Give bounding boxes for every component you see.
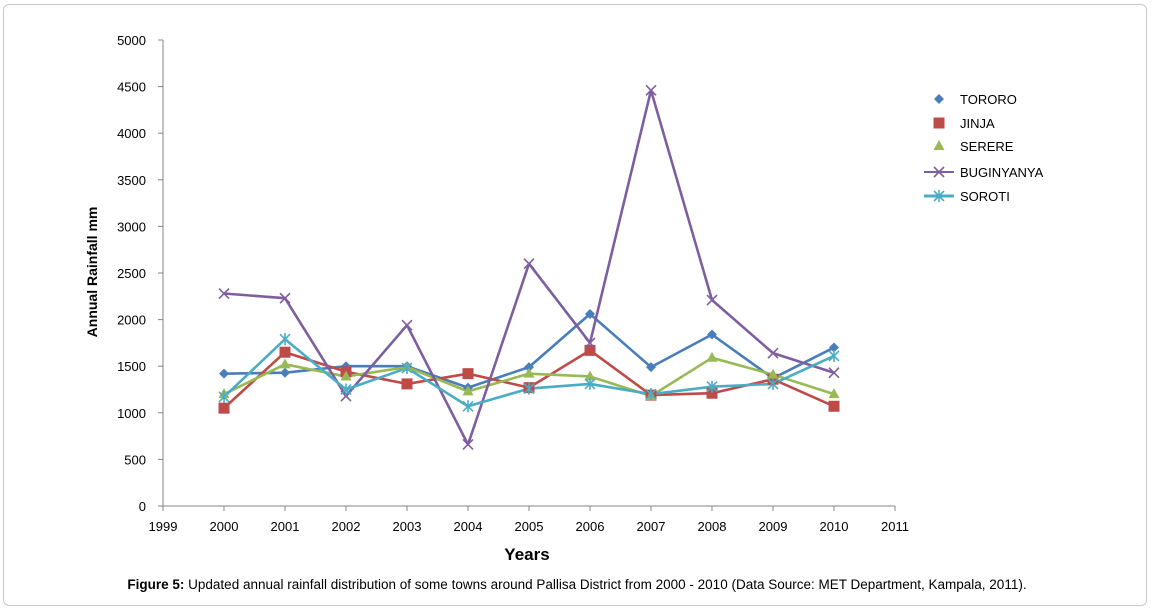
figure-caption-label: Figure 5:: [127, 577, 185, 592]
x-tick-label: 2008: [698, 519, 727, 534]
y-tick-label: 3500: [117, 173, 146, 188]
y-tick-labels: 0 500 1000 1500 2000 2500 3000 3500 4000 4500 5000: [117, 33, 146, 514]
data-point-soroti: [767, 377, 779, 390]
data-point-tororo: [585, 309, 595, 320]
data-point-soroti: [340, 383, 352, 396]
y-tick-label: 1500: [117, 359, 146, 374]
data-point-buginyanya: [218, 287, 230, 300]
data-point-jinja: [828, 400, 840, 412]
y-axis-title: Annual Rainfall mm: [84, 207, 100, 338]
x-tick-label: 2005: [515, 519, 544, 534]
x-tick-label: 2009: [759, 519, 788, 534]
legend-label-soroti: SOROTI: [960, 189, 1010, 204]
y-tick-label: 500: [124, 452, 146, 467]
series-markers: [218, 84, 840, 451]
y-tick-label: 4000: [117, 126, 146, 141]
data-point-jinja: [706, 387, 718, 399]
axes: [158, 39, 896, 511]
data-point-buginyanya: [767, 347, 779, 359]
data-point-buginyanya: [645, 84, 657, 96]
y-tick-label: 2500: [117, 266, 146, 281]
data-point-soroti: [462, 400, 474, 413]
data-point-jinja: [462, 368, 474, 380]
data-point-soroti: [706, 380, 718, 393]
data-point-serere: [767, 368, 779, 379]
data-point-serere: [279, 358, 291, 369]
data-point-buginyanya: [401, 319, 413, 331]
data-point-tororo: [219, 368, 229, 379]
data-point-tororo: [280, 367, 290, 378]
rainfall-line-chart: 0 500 1000 1500 2000 2500 3000 3500 4000 4500 5000…: [84, 33, 1044, 564]
legend-marker-buginyanya: [933, 166, 945, 178]
y-tick-label: 0: [139, 499, 146, 514]
data-point-jinja: [584, 344, 596, 356]
legend-label-serere: SERERE: [960, 139, 1014, 154]
x-axis-title: Years: [504, 545, 549, 564]
data-point-serere: [706, 351, 718, 362]
data-point-buginyanya: [828, 367, 840, 379]
data-point-buginyanya: [706, 294, 718, 306]
x-tick-label: 1999: [149, 519, 178, 534]
data-point-jinja: [279, 346, 291, 358]
data-point-soroti: [584, 377, 596, 390]
data-point-serere: [828, 388, 840, 399]
figure-caption-text: Updated annual rainfall distribution of …: [184, 577, 1027, 592]
data-point-jinja: [218, 402, 230, 414]
chart-frame: [3, 4, 1147, 606]
series-line-jinja: [223, 349, 835, 410]
data-point-soroti: [645, 388, 657, 401]
data-point-buginyanya: [584, 337, 596, 349]
data-point-serere: [340, 370, 352, 381]
legend-marker-soroti: [933, 190, 945, 202]
figure-caption: Figure 5: Updated annual rainfall distri…: [0, 577, 1154, 592]
data-point-buginyanya: [462, 438, 474, 451]
data-point-soroti: [279, 333, 291, 346]
legend-label-buginyanya: BUGINYANYA: [960, 165, 1044, 180]
legend-marker-serere: [933, 140, 945, 150]
x-tick-label: 2010: [820, 519, 849, 534]
y-tick-label: 1000: [117, 406, 146, 421]
x-tick-label: 2011: [881, 519, 909, 534]
data-point-soroti: [523, 382, 535, 395]
data-point-jinja: [401, 378, 413, 390]
x-tick-label: 2007: [637, 519, 666, 534]
data-point-tororo: [707, 329, 717, 340]
y-tick-label: 5000: [117, 33, 146, 48]
data-point-tororo: [646, 362, 656, 373]
data-point-serere: [523, 367, 535, 378]
x-tick-label: 2003: [393, 519, 422, 534]
data-point-soroti: [218, 390, 230, 403]
data-point-tororo: [524, 362, 534, 373]
x-tick-label: 2001: [271, 519, 300, 534]
data-point-buginyanya: [523, 258, 535, 270]
y-tick-label: 3000: [117, 219, 146, 234]
legend-label-jinja: JINJA: [960, 116, 995, 131]
x-tick-label: 2004: [454, 519, 483, 534]
x-tick-label: 2000: [210, 519, 239, 534]
data-point-soroti: [828, 349, 840, 362]
x-tick-labels: 1999 2000 2001 2002 2003 2004 2005 2006 2007 2008…: [149, 519, 909, 534]
data-point-tororo: [829, 342, 839, 353]
legend: TORORO JINJA SERERE BUGINYANYA SOROTI: [924, 92, 1044, 204]
x-tick-label: 2006: [576, 519, 605, 534]
legend-marker-jinja: [933, 117, 945, 129]
x-tick-label: 2002: [332, 519, 361, 534]
legend-marker-tororo: [934, 94, 944, 104]
legend-label-tororo: TORORO: [960, 92, 1017, 107]
data-point-serere: [584, 370, 596, 381]
data-point-buginyanya: [279, 292, 291, 304]
data-point-soroti: [401, 362, 413, 375]
data-point-serere: [462, 385, 474, 396]
y-tick-label: 2000: [117, 313, 146, 328]
y-tick-label: 4500: [117, 80, 146, 95]
